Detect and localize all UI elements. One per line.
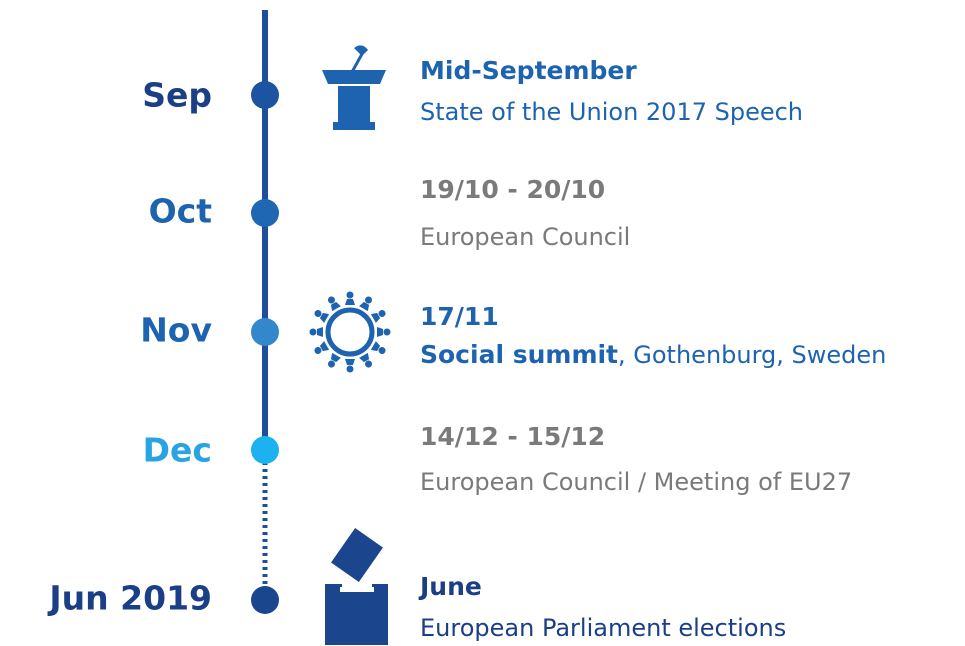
event-date: 19/10 - 20/10: [420, 175, 605, 204]
icon-figure: [328, 296, 341, 312]
icon-figure: [314, 310, 330, 323]
icon-figure: [345, 359, 355, 373]
icon-figure: [359, 352, 372, 368]
icon-figure: [309, 327, 323, 337]
event-description: European Council: [420, 223, 630, 251]
podium-icon: [322, 45, 386, 130]
month-label: Sep: [142, 76, 212, 115]
event-description: Social summit, Gothenburg, Sweden: [420, 340, 886, 369]
event-description-rest: , Gothenburg, Sweden: [618, 341, 886, 369]
ballot-box-icon: [325, 528, 388, 645]
event-date: June: [418, 572, 482, 601]
icon-figure: [345, 291, 355, 305]
event-date: 14/12 - 15/12: [420, 422, 605, 451]
node: [251, 199, 279, 227]
icon-ring: [325, 307, 375, 357]
event-description: European Council / Meeting of EU27: [420, 468, 852, 496]
event-description: State of the Union 2017 Speech: [420, 98, 803, 126]
node: [251, 81, 279, 109]
icon-figure: [314, 341, 330, 354]
month-label: Oct: [149, 192, 213, 231]
social-summit-icon: [309, 291, 391, 373]
event-date: 17/11: [420, 302, 499, 331]
event-highlight: Social summit: [420, 340, 618, 369]
month-label: Jun 2019: [47, 579, 212, 618]
event-description: European Parliament elections: [420, 614, 786, 642]
icon-figure: [377, 327, 391, 337]
icon-figure: [359, 296, 372, 312]
node: [251, 586, 279, 614]
month-label: Nov: [140, 311, 212, 350]
node: [251, 318, 279, 346]
month-label: Dec: [143, 431, 212, 470]
node: [251, 436, 279, 464]
icon-figure: [370, 341, 386, 354]
icon-figure: [328, 352, 341, 368]
event-date: Mid-September: [420, 56, 637, 85]
icon-figure: [370, 310, 386, 323]
